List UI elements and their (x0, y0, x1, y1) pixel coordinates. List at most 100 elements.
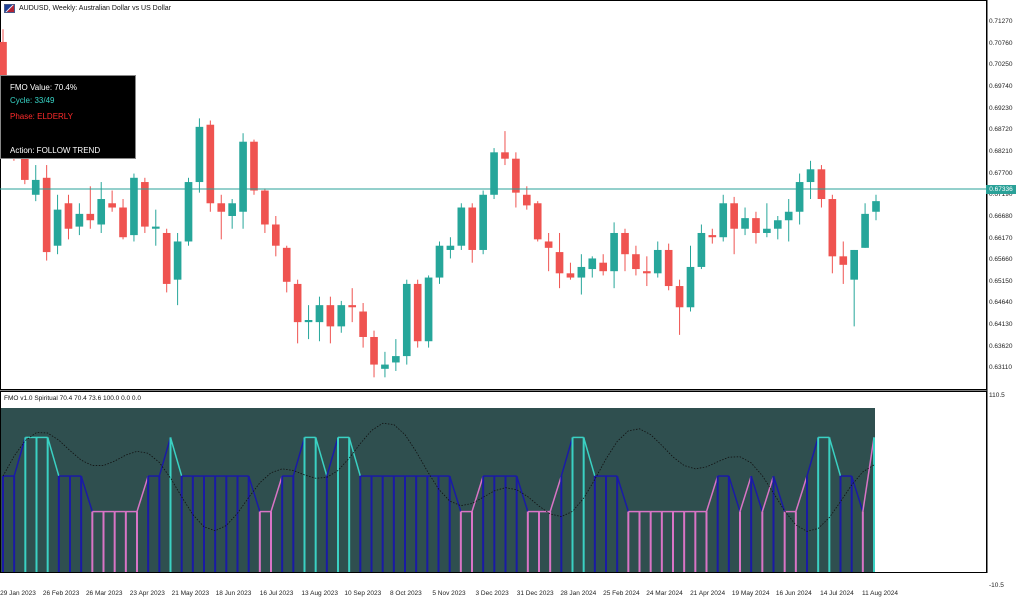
candle-body (141, 182, 149, 227)
indicator-axis-bottom: -10.5 (989, 582, 1004, 589)
candle-body (337, 305, 346, 327)
candle-body (86, 213, 95, 221)
time-tick-label: 23 Apr 2023 (129, 590, 165, 597)
candle (522, 186, 531, 210)
candle (850, 249, 858, 327)
candle-body (119, 207, 127, 238)
candle-body (490, 152, 498, 195)
price-tick-label: 0.69740 (989, 82, 1013, 90)
price-tick-label: 0.67190 (989, 191, 1013, 199)
fmo-step (828, 437, 842, 477)
fmo-step (862, 437, 875, 512)
candle (632, 245, 640, 276)
fmo-step (247, 475, 261, 512)
candle-body (31, 179, 40, 195)
candle-body (271, 224, 280, 246)
fmo-step (705, 475, 719, 512)
fmo-step (739, 475, 752, 512)
candle (435, 241, 444, 284)
candle-body (795, 182, 804, 212)
price-tick-label: 0.68720 (989, 126, 1013, 134)
candle (424, 275, 433, 348)
candle (839, 241, 848, 284)
candle-body (479, 194, 487, 250)
candle-body (348, 305, 357, 308)
candle-body (817, 169, 826, 200)
candle-body (293, 283, 302, 323)
candle-body (184, 182, 193, 242)
fmo-step (158, 437, 172, 477)
us-flag-icon (4, 3, 15, 13)
candle-body (512, 158, 520, 193)
candle-body (664, 249, 673, 287)
candle (31, 165, 40, 202)
candle (337, 300, 346, 333)
candle (763, 203, 771, 238)
fmo-step (13, 437, 27, 477)
candle (173, 232, 182, 306)
fmo-step (270, 475, 283, 512)
candle (828, 194, 837, 274)
candle-body (773, 220, 782, 229)
candle-body (326, 305, 335, 327)
time-tick-label: 24 Mar 2024 (646, 590, 683, 597)
candle (348, 288, 357, 323)
candle-body (315, 305, 324, 323)
candle (130, 173, 138, 242)
time-tick-label: 18 Jun 2023 (215, 590, 252, 597)
candle (162, 228, 171, 293)
candle (293, 279, 302, 344)
candle-body (64, 203, 73, 229)
candle-body (839, 256, 848, 265)
indicator-axis-top: 110.5 (989, 392, 1005, 399)
candle-body (217, 203, 226, 212)
fmo-step (46, 437, 60, 477)
candle-body (861, 213, 869, 248)
action-text: Action: FOLLOW TREND (10, 146, 101, 155)
candle (457, 203, 466, 250)
fmo-step (560, 437, 574, 477)
candle-body (850, 249, 858, 280)
candle (217, 194, 226, 240)
candle (686, 245, 695, 312)
candle (315, 296, 324, 342)
indicator-label: FMO v1.0 Spiritual 70.4 70.4 73.6 100.0 … (4, 395, 141, 402)
candle (392, 339, 400, 371)
candle (42, 165, 51, 261)
fmo-step (515, 475, 529, 512)
candle-body (784, 211, 793, 221)
price-tick-label: 0.67700 (989, 169, 1013, 177)
fmo-value-text: FMO Value: 70.4% (10, 83, 77, 92)
fmo-step (582, 437, 596, 477)
candle-body (828, 199, 837, 257)
fmo-step (448, 475, 462, 512)
candle (643, 256, 651, 287)
candle (108, 190, 116, 212)
candle-body (130, 177, 138, 236)
candle-body (708, 235, 717, 238)
time-tick-label: 25 Feb 2024 (603, 590, 640, 597)
candle (239, 133, 247, 229)
time-tick-label: 5 Nov 2023 (432, 590, 466, 597)
fmo-step (728, 475, 741, 512)
time-tick-label: 28 Jan 2024 (560, 590, 597, 597)
candle (206, 120, 215, 212)
candle (621, 228, 629, 272)
fmo-step (795, 475, 808, 512)
candle-body (719, 203, 728, 238)
candle-body (162, 232, 171, 284)
price-tick-label: 0.70760 (989, 39, 1013, 47)
candle (610, 222, 618, 289)
fmo-step (806, 437, 819, 477)
candle (512, 152, 520, 208)
candle (566, 262, 575, 280)
time-tick-label: 21 Apr 2024 (690, 590, 726, 597)
candle (577, 254, 586, 295)
candle (675, 279, 684, 335)
fmo-step (772, 475, 786, 512)
price-tick-label: 0.65660 (989, 256, 1013, 264)
candle-body (501, 152, 509, 159)
candle-body (108, 203, 116, 208)
